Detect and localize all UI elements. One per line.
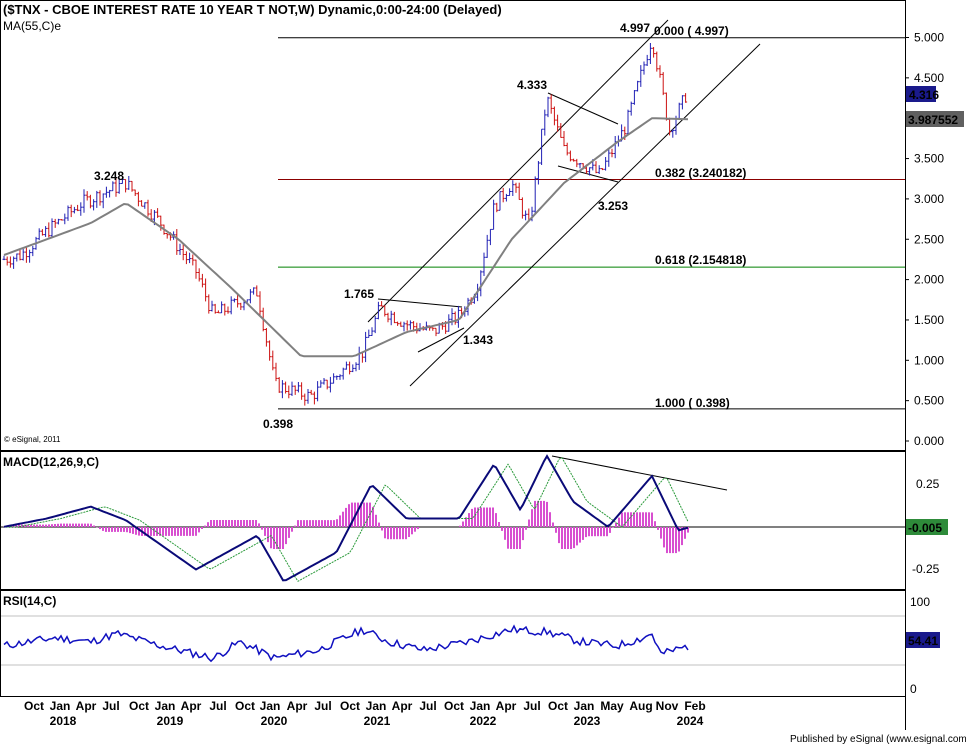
x-month-label: Oct xyxy=(548,699,568,713)
chart-title: ($TNX - CBOE INTEREST RATE 10 YEAR T NOT… xyxy=(3,2,502,17)
triangle-lower-2021 xyxy=(417,327,465,353)
macd-signal-line xyxy=(4,457,689,582)
x-month-label: Apr xyxy=(392,699,413,713)
triangle-lower-2022 xyxy=(557,165,619,183)
x-year-label: 2020 xyxy=(261,714,288,728)
price-tick-label: 1.000 xyxy=(914,353,944,367)
x-month-label: Oct xyxy=(444,699,464,713)
price-panel xyxy=(0,0,906,451)
price-tick-label: 1.500 xyxy=(914,313,944,327)
x-month-label: Apr xyxy=(287,699,308,713)
lower-channel-line xyxy=(409,43,761,387)
x-month-label: Aug xyxy=(629,699,652,713)
x-month-label: Jan xyxy=(260,699,281,713)
rsi-tick-0: 0 xyxy=(910,682,917,696)
ma-55-line xyxy=(3,117,689,358)
x-month-label: Jan xyxy=(470,699,491,713)
macd-tick-pos: 0.25 xyxy=(916,477,940,491)
x-month-label: Jul xyxy=(523,699,540,713)
x-month-label: Apr xyxy=(181,699,202,713)
x-month-label: Jul xyxy=(102,699,119,713)
x-year-label: 2021 xyxy=(364,714,391,728)
price-annotation: 3.253 xyxy=(598,199,628,213)
x-month-label: Jan xyxy=(155,699,176,713)
price-annotation: 3.248 xyxy=(94,169,124,183)
x-month-label: Oct xyxy=(235,699,255,713)
x-month-label: Jul xyxy=(419,699,436,713)
x-year-label: 2022 xyxy=(470,714,497,728)
x-month-label: Jul xyxy=(314,699,331,713)
last-price-box xyxy=(906,86,936,102)
macd-divergence-line xyxy=(551,455,728,491)
price-tick-label: 3.000 xyxy=(914,192,944,206)
x-month-label: Oct xyxy=(24,699,44,713)
ma-value-label: 3.987552 xyxy=(908,113,958,127)
rsi-line xyxy=(3,624,689,663)
x-month-label: Nov xyxy=(656,699,679,713)
x-month-label: May xyxy=(600,699,624,713)
price-tick-label: 5.000 xyxy=(914,31,944,45)
x-month-label: Apr xyxy=(76,699,97,713)
x-axis-years: 2018 2019 2020 2021 2022 2023 2024 xyxy=(50,714,704,728)
x-axis-months: Oct Jan Apr Jul Oct Jan Apr Jul Oct Jan Apr Jul Oct J… xyxy=(24,699,706,713)
rsi-value-label: 54.41 xyxy=(908,634,938,648)
triangle-upper-2021 xyxy=(377,298,463,308)
price-annotation: 1.343 xyxy=(463,333,493,347)
x-year-label: 2018 xyxy=(50,714,77,728)
x-month-label: Jan xyxy=(574,699,595,713)
fib-label: 1.000 ( 0.398) xyxy=(655,396,730,410)
trend-lines xyxy=(367,19,761,387)
rsi-title: RSI(14,C) xyxy=(3,594,56,608)
price-annotation: 0.398 xyxy=(263,417,293,431)
macd-value-label: -0.005 xyxy=(908,521,942,535)
rsi-value-box xyxy=(906,632,940,648)
x-month-label: Apr xyxy=(496,699,517,713)
x-year-label: 2019 xyxy=(157,714,184,728)
x-year-label: 2024 xyxy=(677,714,704,728)
price-annotations: 3.248 0.398 1.765 1.343 4.333 3.253 4.997 xyxy=(94,21,650,431)
fib-label: 0.618 (2.154818) xyxy=(655,253,746,267)
price-tick-label: 0.500 xyxy=(914,394,944,408)
panel-frames xyxy=(0,0,906,730)
price-tick-label: 4.500 xyxy=(914,71,944,85)
price-annotation: 1.765 xyxy=(344,287,374,301)
last-price-label: 4.316 xyxy=(909,88,939,102)
price-annotation: 4.997 xyxy=(620,21,650,35)
fib-label: 0.000 ( 4.997) xyxy=(654,24,729,38)
ma-legend: MA(55,C)e xyxy=(3,19,61,33)
triangle-upper-2022 xyxy=(547,92,619,125)
price-tick-label: 0.000 xyxy=(914,434,944,448)
rsi-panel xyxy=(0,590,906,697)
rsi-tick-100: 100 xyxy=(910,595,930,609)
x-month-label: Feb xyxy=(684,699,705,713)
macd-panel xyxy=(0,451,906,590)
price-bars xyxy=(2,43,688,406)
price-annotation: 4.333 xyxy=(517,78,547,92)
fib-levels: 0.000 ( 4.997) 0.382 (3.240182) 0.618 (2.1… xyxy=(278,24,905,410)
x-month-label: Oct xyxy=(340,699,360,713)
published-by: Published by eSignal (www.esignal.com) xyxy=(790,734,966,745)
ma-value-box xyxy=(906,111,964,127)
x-month-label: Jan xyxy=(366,699,387,713)
macd-title: MACD(12,26,9,C) xyxy=(3,455,99,469)
copyright: © eSignal, 2011 xyxy=(4,435,61,444)
x-month-label: Oct xyxy=(129,699,149,713)
macd-value-box xyxy=(906,519,948,535)
price-tick-label: 2.000 xyxy=(914,273,944,287)
macd-tick-neg: -0.25 xyxy=(912,562,940,576)
upper-channel-line xyxy=(367,19,669,323)
x-month-label: Jan xyxy=(50,699,71,713)
price-tick-label: 2.500 xyxy=(914,232,944,246)
x-year-label: 2023 xyxy=(574,714,601,728)
x-month-label: Jul xyxy=(209,699,226,713)
price-tick-label: 3.500 xyxy=(914,152,944,166)
macd-line xyxy=(3,454,689,582)
macd-histogram xyxy=(3,500,689,554)
fib-label: 0.382 (3.240182) xyxy=(655,166,746,180)
